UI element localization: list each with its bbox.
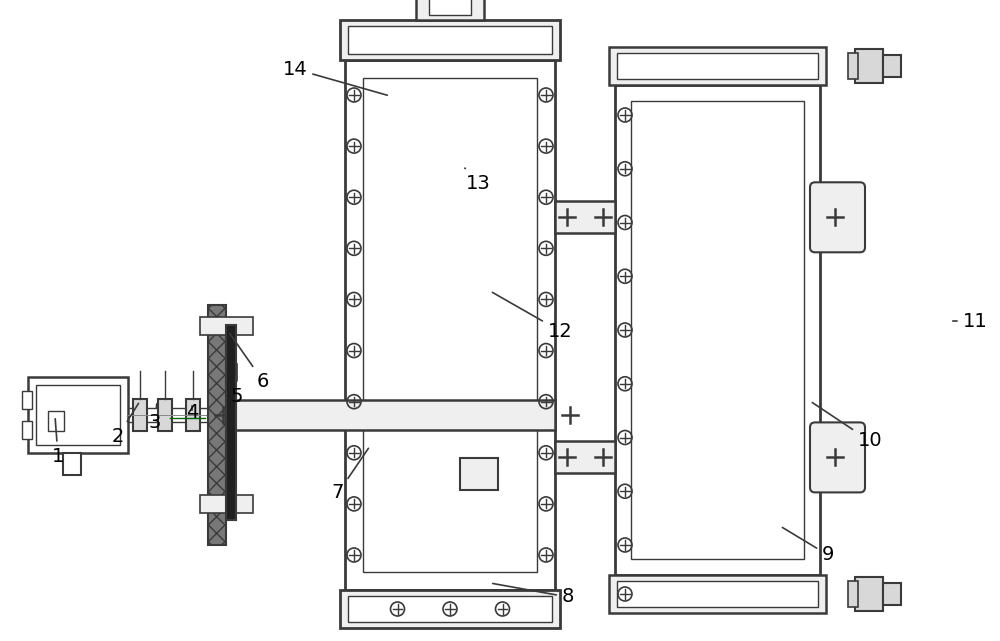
- Bar: [208, 305, 226, 545]
- Bar: [220, 400, 555, 430]
- Bar: [609, 575, 826, 613]
- Bar: [855, 577, 883, 611]
- Text: 6: 6: [230, 333, 269, 390]
- Bar: [429, 0, 471, 15]
- Bar: [883, 55, 901, 77]
- Bar: [200, 495, 253, 513]
- Bar: [460, 458, 498, 490]
- Bar: [348, 596, 552, 622]
- Bar: [617, 53, 818, 79]
- Bar: [48, 411, 64, 431]
- Bar: [22, 391, 32, 409]
- Bar: [345, 60, 555, 590]
- Bar: [348, 26, 552, 54]
- Bar: [848, 53, 858, 79]
- FancyBboxPatch shape: [810, 422, 865, 492]
- Bar: [615, 85, 820, 575]
- Text: 11: 11: [953, 312, 987, 331]
- Text: 12: 12: [492, 292, 572, 340]
- Bar: [158, 399, 172, 431]
- Bar: [416, 0, 484, 20]
- Bar: [555, 442, 615, 474]
- Bar: [609, 47, 826, 85]
- Text: 8: 8: [493, 583, 574, 606]
- Bar: [883, 583, 901, 605]
- Bar: [133, 399, 147, 431]
- Text: 1: 1: [52, 419, 64, 465]
- Bar: [848, 581, 858, 607]
- Bar: [28, 377, 128, 453]
- Text: 5: 5: [231, 364, 243, 406]
- Text: 3: 3: [149, 404, 161, 433]
- Bar: [555, 201, 615, 233]
- Bar: [631, 101, 804, 559]
- Bar: [226, 325, 236, 520]
- Bar: [617, 581, 818, 607]
- Bar: [340, 590, 560, 628]
- Text: 13: 13: [465, 168, 490, 192]
- Text: 2: 2: [112, 403, 139, 445]
- Bar: [36, 385, 120, 445]
- FancyBboxPatch shape: [810, 182, 865, 253]
- Bar: [186, 399, 200, 431]
- Text: 4: 4: [186, 403, 198, 422]
- Bar: [340, 20, 560, 60]
- Bar: [855, 49, 883, 83]
- Bar: [22, 421, 32, 439]
- Text: 10: 10: [812, 403, 882, 451]
- Bar: [363, 78, 537, 572]
- Text: 9: 9: [782, 528, 834, 565]
- Bar: [63, 453, 81, 475]
- Text: 7: 7: [332, 448, 368, 503]
- Bar: [200, 317, 253, 335]
- Text: 14: 14: [283, 60, 387, 96]
